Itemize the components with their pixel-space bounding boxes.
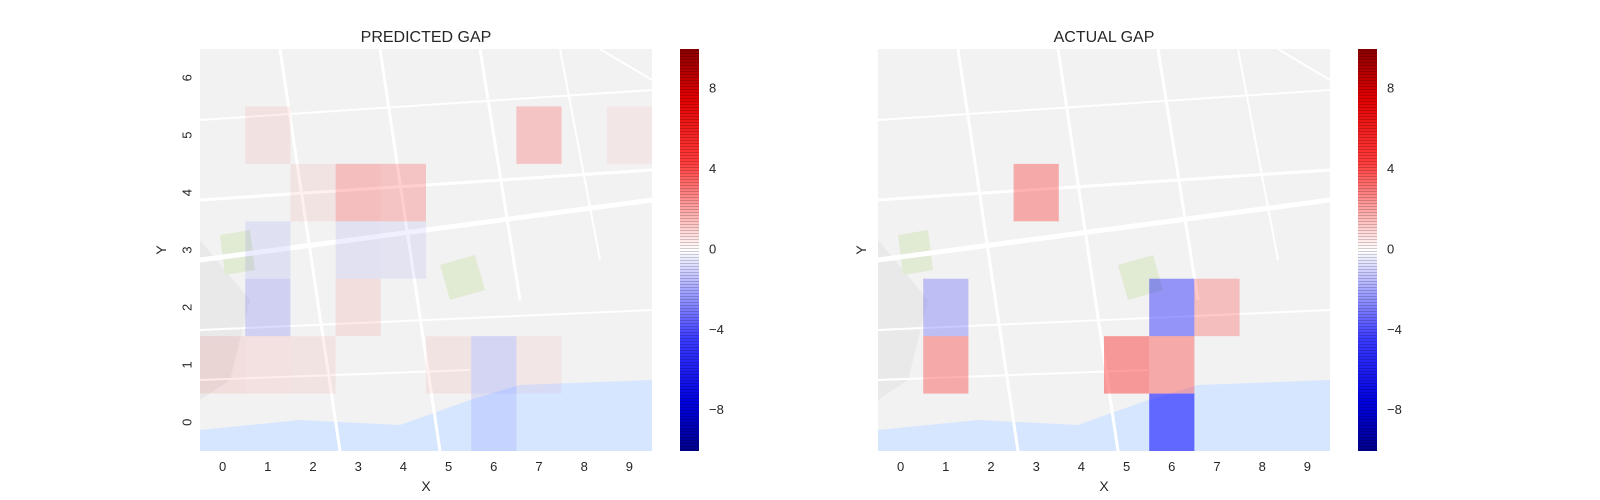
colorbar-tick-labels: 8 4 0 −4 −8 [1387,81,1402,418]
colorbar-tick-label: 8 [709,81,716,96]
heatmap-cell [245,221,291,279]
y-tick-label: 2 [179,304,194,311]
heatmap-cell [1013,163,1059,222]
colorbar-tick-labels: 8 4 0 −4 −8 [709,81,724,418]
y-axis-label: Y [153,245,169,255]
colorbar-tick-label: −8 [709,402,724,417]
colorbar-tick-label: 0 [1387,241,1394,256]
x-tick-label: 6 [490,459,497,474]
heatmap-cell [923,336,969,394]
chart-title: PREDICTED GAP [361,29,492,46]
x-tick-label: 3 [1033,459,1040,474]
x-tick-label: 7 [1213,459,1220,474]
x-tick-label: 8 [581,459,588,474]
x-tick-labels: 0 1 2 3 4 5 6 7 8 9 [897,459,1311,474]
x-tick-labels: 0 1 2 3 4 5 6 7 8 9 [219,459,633,474]
x-tick-label: 6 [1168,459,1175,474]
heatmap-cell [516,336,562,394]
colorbar-tick-label: 0 [709,241,716,256]
heatmap-cell [516,106,562,164]
colorbar-tick-label: −8 [1387,402,1402,417]
x-tick-label: 2 [987,459,994,474]
heatmap-cell [426,336,472,394]
y-tick-label: 4 [179,189,194,196]
colorbar-tick-label: 8 [1387,81,1394,96]
heatmap-cell [471,336,517,394]
heatmap-cell [380,221,426,279]
x-tick-label: 7 [535,459,542,474]
y-axis-label: Y [853,245,869,255]
heatmap-cell [200,336,246,394]
heatmap-cell [1149,336,1195,394]
heatmap-cell [1104,336,1150,394]
heatmap-cell [245,336,291,394]
x-axis-label: X [421,478,431,494]
map-background [878,49,1330,451]
y-tick-label: 5 [179,132,194,139]
heatmap-cell [923,278,969,337]
heatmap-cell [335,163,381,222]
heatmap-cell [1149,393,1195,451]
y-tick-labels: 0 1 2 3 4 5 6 [179,74,194,426]
chart-title: ACTUAL GAP [1054,29,1155,46]
x-axis-label: X [1099,478,1109,494]
x-tick-label: 0 [897,459,904,474]
heatmap-panel-predicted: PREDICTED GAP 0 1 2 3 4 5 6 7 8 9 0 1 2 3 4 5 6 X Y 8 4 [153,29,724,494]
colorbar: 8 4 0 −4 −8 [1358,49,1402,451]
x-tick-label: 5 [1123,459,1130,474]
y-tick-label: 0 [179,419,194,426]
x-tick-label: 9 [1304,459,1311,474]
colorbar-tick-label: 4 [1387,161,1394,176]
y-tick-label: 6 [179,74,194,81]
x-tick-label: 4 [400,459,407,474]
heatmap-cell [1149,278,1195,337]
heatmap-panel-actual: ACTUAL GAP 0 1 2 3 4 5 6 7 8 9 X Y 8 4 0 −4 −8 [853,29,1402,494]
heatmap-cell [245,278,291,337]
heatmap-cell [335,221,381,279]
x-tick-label: 9 [626,459,633,474]
map-background [200,49,652,451]
x-tick-label: 2 [309,459,316,474]
heatmap-cell [380,163,426,222]
y-tick-label: 3 [179,246,194,253]
x-tick-label: 5 [445,459,452,474]
heatmap-cell [471,393,517,451]
heatmap-cell [1194,278,1240,337]
colorbar-tick-label: 4 [709,161,716,176]
colorbar-tick-label: −4 [709,322,724,337]
y-tick-label: 1 [179,361,194,368]
heatmap-cell [335,278,381,337]
heatmap-cell [290,336,336,394]
x-tick-label: 3 [355,459,362,474]
heatmap-cell [606,106,652,164]
colorbar: 8 4 0 −4 −8 [680,49,724,451]
x-tick-label: 0 [219,459,226,474]
x-tick-label: 8 [1259,459,1266,474]
heatmap-cell [290,163,336,222]
heatmap-cell [245,106,291,164]
heatmap-cells [200,106,652,451]
x-tick-label: 4 [1078,459,1085,474]
x-tick-label: 1 [264,459,271,474]
colorbar-tick-label: −4 [1387,322,1402,337]
x-tick-label: 1 [942,459,949,474]
heatmap-cells [923,163,1240,451]
